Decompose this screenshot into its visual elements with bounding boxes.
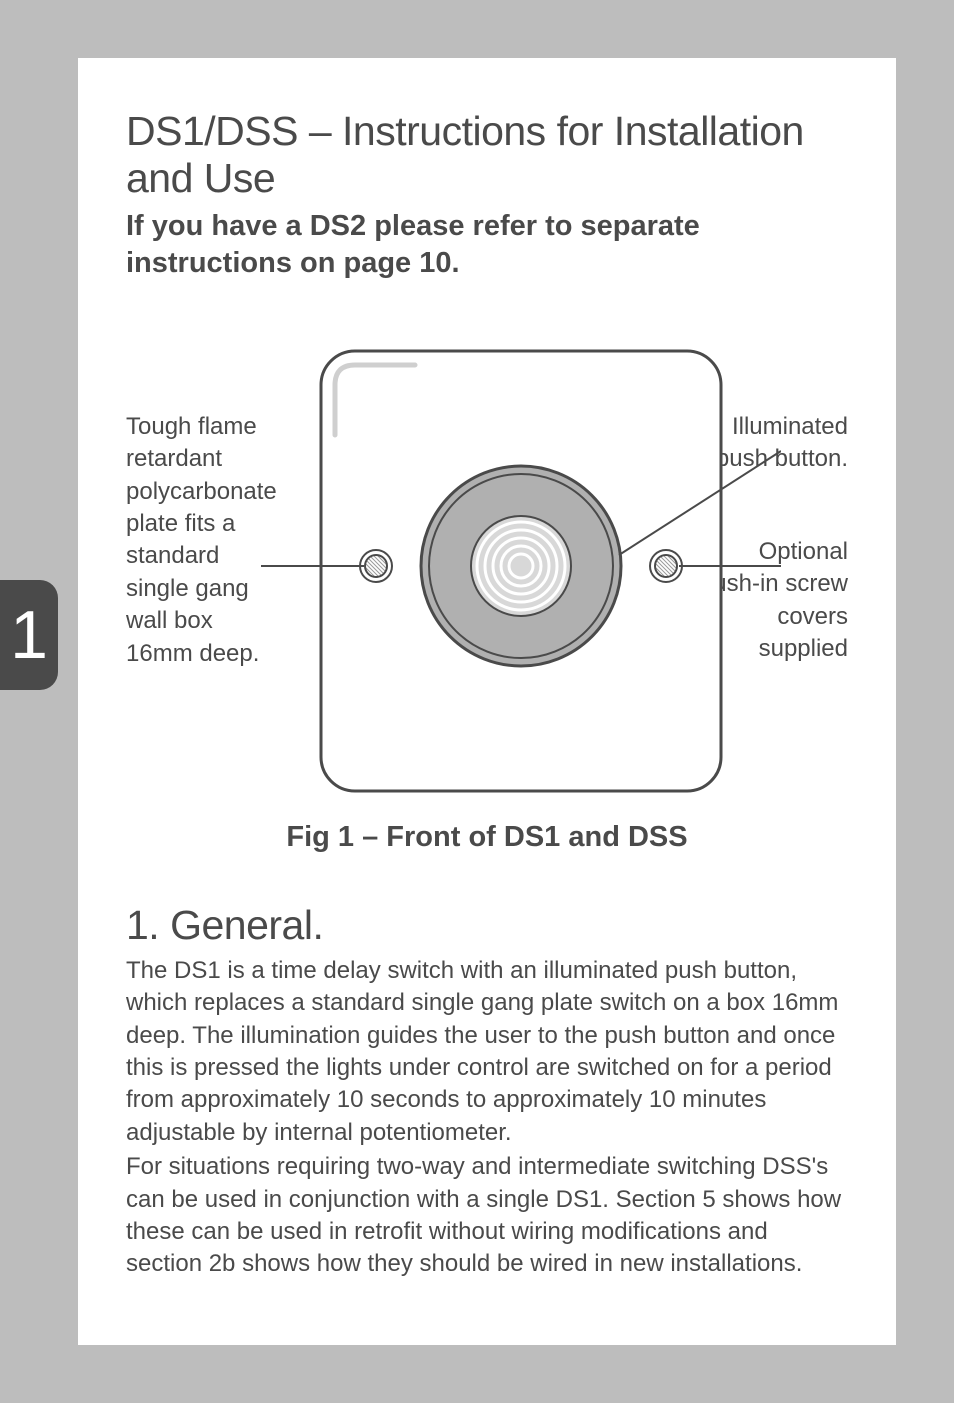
figure-1: Tough flame retardant polycarbonate plat…	[126, 341, 848, 811]
section-1-heading: 1. General.	[126, 902, 848, 949]
annotation-left: Tough flame retardant polycarbonate plat…	[126, 411, 276, 670]
document-title: DS1/DSS – Instructions for Installation …	[126, 108, 848, 202]
paragraph-2: For situations requiring two-way and int…	[126, 1151, 848, 1281]
paragraph-1: The DS1 is a time delay switch with an i…	[126, 955, 848, 1149]
page-number-tab: 1	[0, 580, 58, 690]
figure-caption: Fig 1 – Front of DS1 and DSS	[126, 821, 848, 854]
page-sheet: DS1/DSS – Instructions for Installation …	[78, 58, 896, 1345]
document-subtitle: If you have a DS2 please refer to separa…	[126, 208, 848, 281]
device-diagram	[261, 341, 781, 801]
